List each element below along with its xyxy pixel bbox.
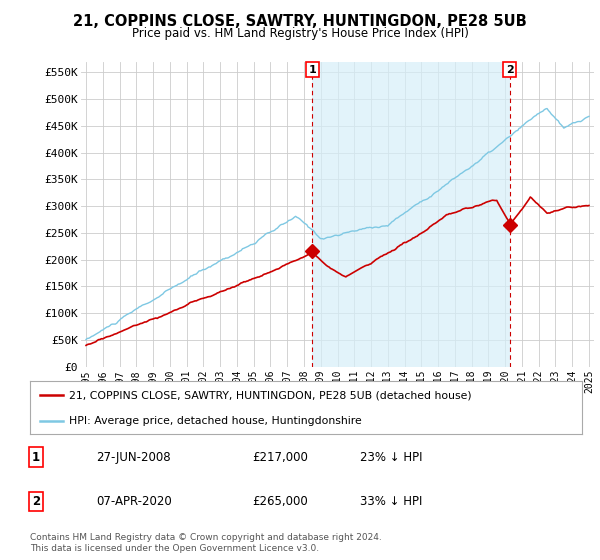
- Text: Contains HM Land Registry data © Crown copyright and database right 2024.
This d: Contains HM Land Registry data © Crown c…: [30, 533, 382, 553]
- Text: 23% ↓ HPI: 23% ↓ HPI: [360, 451, 422, 464]
- Bar: [312, 62, 509, 367]
- Text: 07-APR-2020: 07-APR-2020: [96, 495, 172, 508]
- Text: 21, COPPINS CLOSE, SAWTRY, HUNTINGDON, PE28 5UB: 21, COPPINS CLOSE, SAWTRY, HUNTINGDON, P…: [73, 14, 527, 29]
- Text: 27-JUN-2008: 27-JUN-2008: [96, 451, 170, 464]
- Text: 1: 1: [32, 451, 40, 464]
- Text: 2: 2: [32, 495, 40, 508]
- Text: 33% ↓ HPI: 33% ↓ HPI: [360, 495, 422, 508]
- Text: 2: 2: [506, 64, 514, 74]
- Text: 21, COPPINS CLOSE, SAWTRY, HUNTINGDON, PE28 5UB (detached house): 21, COPPINS CLOSE, SAWTRY, HUNTINGDON, P…: [68, 390, 471, 400]
- Text: 1: 1: [308, 64, 316, 74]
- Text: £217,000: £217,000: [252, 451, 308, 464]
- Text: £265,000: £265,000: [252, 495, 308, 508]
- Text: HPI: Average price, detached house, Huntingdonshire: HPI: Average price, detached house, Hunt…: [68, 416, 361, 426]
- Text: Price paid vs. HM Land Registry's House Price Index (HPI): Price paid vs. HM Land Registry's House …: [131, 27, 469, 40]
